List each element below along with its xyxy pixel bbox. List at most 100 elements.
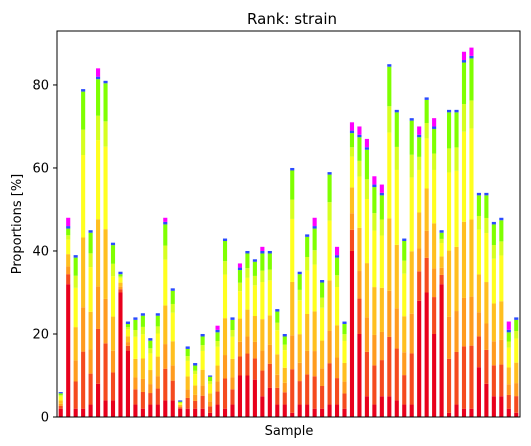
- bar-segment: [200, 369, 205, 386]
- bar-segment: [103, 343, 108, 401]
- bar-segment: [447, 148, 452, 173]
- bar-segment: [499, 339, 504, 365]
- bar-segment: [275, 330, 280, 355]
- bar-segment: [394, 308, 399, 349]
- bar-segment: [424, 292, 429, 417]
- bar-segment: [320, 368, 325, 386]
- bar-segment: [379, 360, 384, 397]
- bar-segment: [312, 264, 317, 312]
- bar-segment: [476, 215, 481, 230]
- bar-segment: [193, 370, 198, 375]
- bar-segment: [260, 253, 265, 271]
- bar-segment: [155, 356, 160, 377]
- bar-segment: [432, 169, 437, 224]
- bar-segment: [245, 336, 250, 354]
- bar-segment: [155, 326, 160, 334]
- bar-segment: [267, 280, 272, 316]
- bar-segment: [320, 307, 325, 341]
- bar-segment: [514, 362, 519, 384]
- bar-segment: [193, 394, 198, 401]
- bar-segment: [357, 137, 362, 161]
- bar-segment: [125, 345, 130, 351]
- bar-segment: [290, 199, 295, 219]
- bar-segment: [402, 316, 407, 353]
- bar-segment: [110, 400, 116, 417]
- bar-segment: [499, 241, 504, 256]
- bar-segment: [454, 170, 459, 247]
- bar-segment: [394, 348, 399, 401]
- bar-segment: [133, 358, 138, 378]
- bar-segment: [170, 303, 175, 313]
- bar-segment: [96, 383, 101, 417]
- bar-segment: [282, 404, 287, 417]
- bar-segment: [447, 358, 452, 413]
- bar-segment: [417, 126, 422, 135]
- bar-segment: [81, 129, 86, 156]
- bar-segment: [379, 287, 384, 332]
- bar-segment: [334, 275, 340, 287]
- bar-segment: [357, 271, 362, 299]
- bar-segment: [417, 248, 422, 272]
- bar-segment: [282, 382, 287, 393]
- bar-segment: [499, 364, 504, 397]
- bar-segment: [342, 321, 347, 325]
- bar-segment: [208, 383, 213, 394]
- bar-segment: [349, 147, 355, 157]
- bar-segment: [424, 123, 429, 139]
- bar-segment: [193, 374, 198, 386]
- bar-segment: [260, 396, 265, 417]
- bar-segment: [379, 396, 384, 417]
- bar-segment: [267, 363, 272, 388]
- bar-segment: [163, 259, 168, 306]
- bar-segment: [432, 268, 437, 298]
- bar-segment: [58, 395, 63, 397]
- bar-segment: [372, 187, 377, 214]
- bar-segment: [163, 217, 168, 222]
- bar-segment: [491, 365, 496, 397]
- bar-segment: [320, 340, 325, 369]
- bar-segment: [417, 169, 422, 213]
- bar-segment: [476, 312, 481, 337]
- bar-segment: [432, 128, 437, 154]
- plot-frame: [56, 30, 521, 418]
- bar-segment: [469, 47, 474, 56]
- bar-segment: [409, 120, 414, 155]
- bar-segment: [476, 195, 481, 216]
- bar-segment: [215, 404, 220, 417]
- bar-segment: [245, 375, 250, 417]
- bar-segment: [96, 79, 101, 116]
- bar-segment: [506, 408, 511, 417]
- bar-segment: [193, 363, 198, 366]
- bar-segment: [491, 341, 496, 366]
- bar-segment: [215, 329, 220, 333]
- bar-segment: [252, 259, 257, 262]
- bar-segment: [290, 218, 295, 282]
- bar-segment: [110, 245, 116, 264]
- bar-segment: [178, 403, 183, 405]
- bar-segment: [81, 351, 86, 409]
- bar-segment: [110, 276, 116, 317]
- bar-segment: [260, 319, 265, 351]
- bar-segment: [402, 375, 407, 405]
- bar-segment: [394, 109, 399, 113]
- bar-segment: [155, 313, 160, 316]
- bar-segment: [140, 358, 145, 379]
- bar-segment: [372, 334, 377, 366]
- bar-segment: [252, 358, 257, 380]
- y-axis-label: Proportions [%]: [10, 174, 25, 274]
- bar-segment: [252, 261, 257, 276]
- bar-segment: [439, 232, 444, 239]
- bar-segment: [312, 226, 317, 229]
- bar-segment: [118, 271, 123, 275]
- bar-segment: [439, 267, 444, 275]
- bar-segment: [275, 354, 280, 375]
- bar-segment: [66, 239, 71, 255]
- bar-segment: [237, 270, 243, 283]
- bar-segment: [372, 287, 377, 335]
- bar-segment: [334, 257, 340, 276]
- bar-segment: [484, 192, 489, 196]
- bar-segment: [387, 290, 392, 337]
- bar-segment: [312, 376, 317, 409]
- bar-segment: [275, 374, 280, 388]
- bar-segment: [230, 319, 235, 331]
